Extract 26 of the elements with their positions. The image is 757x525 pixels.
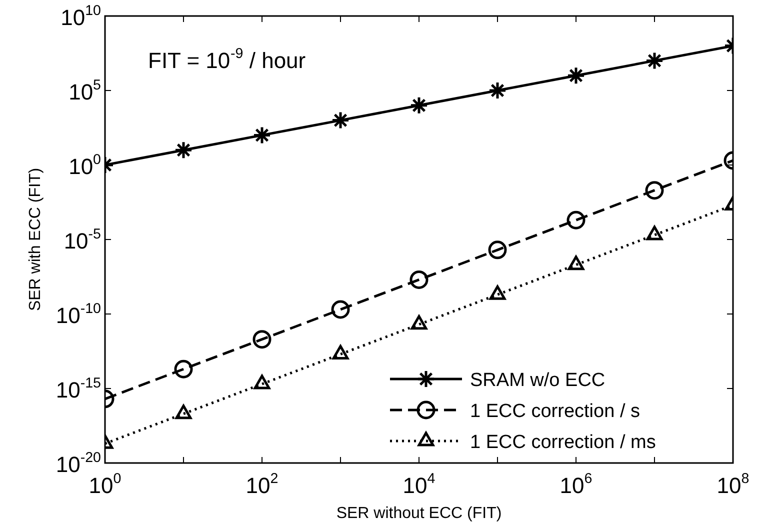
point [488,81,507,100]
point [331,111,350,130]
point [566,210,586,230]
point [646,226,663,240]
point [254,374,270,390]
point [410,315,428,330]
point [410,270,428,289]
point [174,360,193,378]
point [568,256,584,270]
point [252,126,272,144]
point [252,330,272,349]
point [566,66,586,85]
point [410,96,428,115]
point [645,181,664,200]
legend-label: 1 ECC correction / ms [470,432,656,453]
x-axis-title: SER without ECC (FIT) [336,505,502,522]
point [331,300,350,319]
point [175,404,192,420]
point [174,140,193,160]
y-axis-title: SER with ECC (FIT) [27,168,44,312]
point [488,240,507,260]
legend-label: SRAM w/o ECC [470,370,606,391]
legend-label: 1 ECC correction / s [470,401,640,422]
point [489,285,506,300]
point [645,51,664,70]
point [332,344,349,360]
